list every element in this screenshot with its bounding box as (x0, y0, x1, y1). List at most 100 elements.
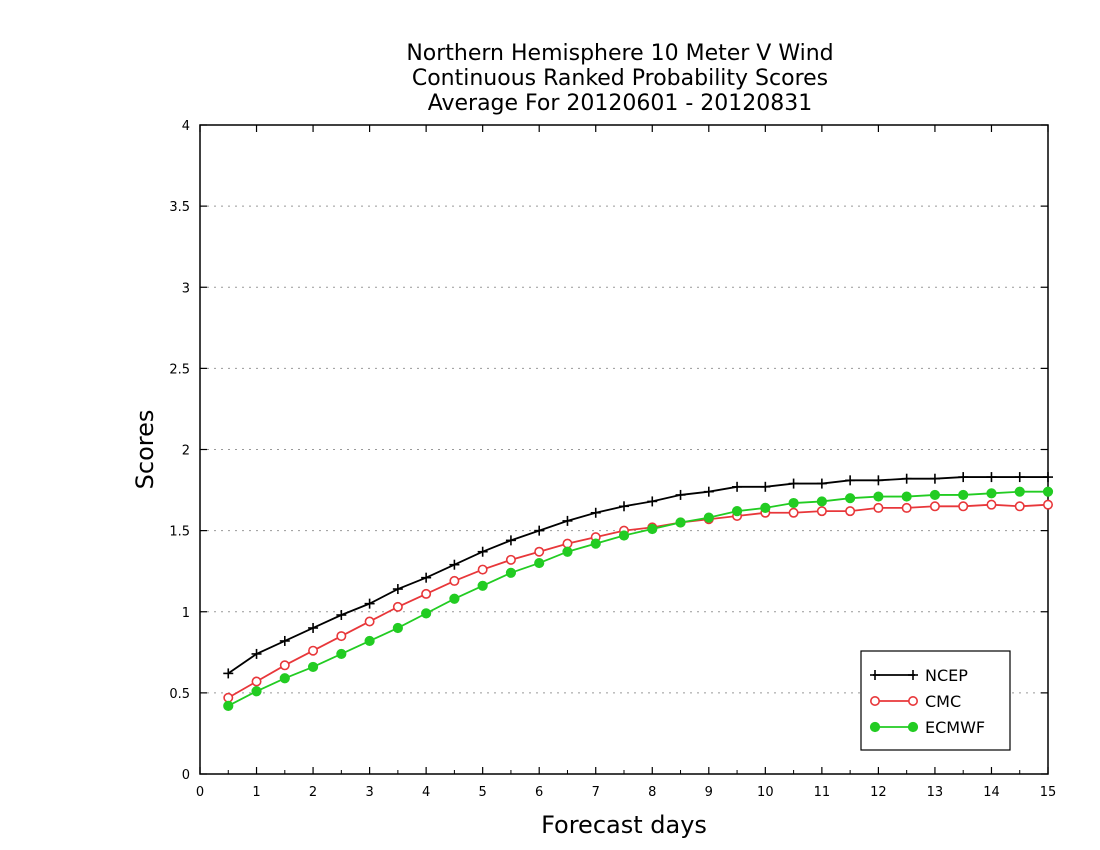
legend-item-ncep: NCEP (870, 666, 968, 685)
x-tick-label: 10 (757, 785, 774, 800)
series (223, 472, 1054, 711)
data-point (901, 473, 912, 484)
data-point (534, 557, 545, 569)
x-tick-label: 13 (927, 785, 944, 800)
y-tick-label: 0 (182, 768, 190, 783)
data-point (986, 499, 997, 510)
data-point (986, 472, 997, 483)
x-tick-label: 9 (705, 785, 713, 800)
data-point (958, 472, 969, 483)
title-line: Northern Hemisphere 10 Meter V Wind (406, 41, 833, 66)
title-line: Average For 20120601 - 20120831 (428, 91, 813, 116)
legend-marker (908, 670, 918, 680)
data-point (816, 478, 827, 489)
data-point (223, 700, 234, 711)
y-tick-label: 3.5 (169, 200, 190, 215)
data-point (392, 601, 403, 612)
data-point (958, 489, 969, 501)
data-point (223, 692, 234, 703)
data-point (816, 496, 827, 507)
data-point (1042, 486, 1054, 497)
data-point (251, 648, 262, 659)
data-point (392, 584, 403, 595)
legend-marker (870, 670, 880, 680)
data-point (618, 530, 630, 541)
y-tick-label: 2.5 (169, 362, 190, 377)
data-point (703, 512, 714, 523)
data-point (901, 502, 912, 513)
data-point (223, 668, 234, 679)
data-point (788, 507, 799, 518)
x-axis: 0 1 2 3 4 5 6 7 8 9 10 11 12 13 14 15 (196, 125, 1056, 800)
data-point (505, 554, 516, 565)
data-point (421, 588, 432, 599)
series-ncep (223, 472, 1053, 679)
data-point (279, 635, 290, 646)
legend-marker (907, 695, 918, 706)
title-line: Continuous Ranked Probability Scores (412, 66, 828, 91)
legend-marker (907, 721, 919, 733)
y-axis-label: Scores (131, 410, 159, 490)
y-tick-label: 4 (182, 119, 190, 134)
data-point (929, 473, 940, 484)
data-point (279, 673, 290, 684)
data-point (336, 609, 347, 620)
legend-label: ECMWF (925, 718, 985, 737)
data-point (647, 496, 658, 507)
data-point (732, 481, 743, 492)
data-point (986, 488, 997, 499)
data-point (505, 535, 516, 546)
legend-marker (869, 695, 880, 706)
x-tick-label: 0 (196, 785, 204, 800)
legend: NCEP CMC ECMWF (860, 650, 1011, 751)
data-point (505, 567, 517, 578)
data-point (364, 635, 375, 647)
x-tick-label: 11 (814, 785, 831, 800)
y-tick-label: 2 (182, 444, 190, 459)
data-point (562, 546, 573, 557)
data-point (308, 622, 319, 633)
x-tick-label: 14 (983, 785, 1000, 800)
data-point (590, 507, 601, 518)
x-tick-label: 2 (309, 785, 317, 800)
data-point (760, 481, 771, 492)
legend-label: NCEP (925, 666, 968, 685)
x-tick-label: 6 (535, 785, 543, 800)
data-point (1014, 486, 1025, 497)
data-point (534, 546, 545, 557)
data-point (449, 593, 460, 604)
data-point (364, 616, 375, 627)
data-point (477, 564, 488, 575)
data-point (477, 546, 488, 557)
data-point (845, 475, 856, 486)
data-point (590, 538, 601, 549)
legend-item-cmc: CMC (869, 692, 961, 711)
legend-marker (869, 721, 881, 733)
data-point (251, 686, 262, 697)
data-point (703, 486, 714, 497)
data-point (477, 580, 488, 591)
data-point (929, 501, 940, 512)
data-point (449, 575, 460, 586)
data-point (675, 489, 686, 500)
data-point (788, 478, 799, 489)
data-point (958, 501, 969, 512)
data-point (421, 608, 432, 619)
data-point (1014, 501, 1025, 512)
chart-title: Northern Hemisphere 10 Meter V WindConti… (406, 41, 833, 116)
data-point (251, 676, 262, 687)
data-point (929, 489, 941, 501)
data-point (364, 598, 375, 609)
data-point (1043, 499, 1054, 510)
y-tick-label: 0.5 (169, 687, 190, 702)
data-point (562, 538, 573, 549)
y-tick-label: 1.5 (169, 525, 190, 540)
x-tick-label: 8 (648, 785, 656, 800)
y-axis: 0 0.5 1 1.5 2 2.5 3 3.5 4 (169, 119, 1048, 783)
data-point (307, 661, 319, 673)
x-tick-label: 7 (592, 785, 600, 800)
y-tick-label: 1 (182, 606, 190, 621)
x-axis-label: Forecast days (541, 811, 707, 839)
data-point (562, 515, 573, 526)
